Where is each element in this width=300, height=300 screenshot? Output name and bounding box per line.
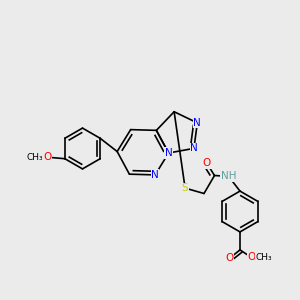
Text: CH₃: CH₃ [256, 253, 272, 262]
Text: O: O [247, 252, 256, 262]
Text: O: O [43, 152, 52, 162]
Text: N: N [165, 148, 172, 158]
Text: N: N [151, 170, 159, 180]
Text: O: O [203, 158, 211, 169]
Text: CH₃: CH₃ [26, 153, 43, 162]
Text: N: N [190, 143, 198, 153]
Text: NH: NH [221, 171, 236, 182]
Text: S: S [182, 183, 188, 193]
Text: N: N [194, 118, 201, 128]
Text: O: O [225, 253, 234, 263]
